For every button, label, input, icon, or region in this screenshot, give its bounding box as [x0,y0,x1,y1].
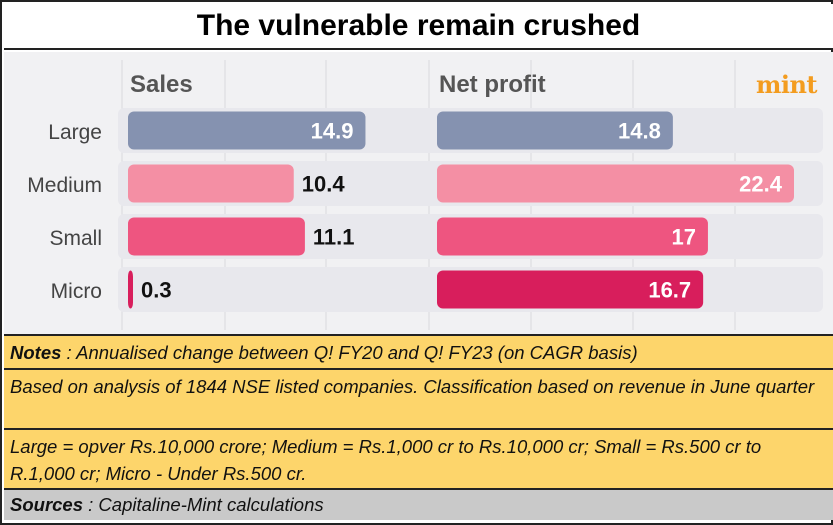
title-bar: The vulnerable remain crushed [4,4,833,50]
definitions-note: Large = opver Rs.10,000 crore; Medium = … [4,428,833,488]
bar [437,164,794,203]
mint-logo: mint [755,70,818,99]
category-label: Small [49,227,102,250]
bar [437,111,673,150]
bar [128,164,294,203]
analysis-note: Based on analysis of 1844 NSE listed com… [4,368,833,428]
data-label: 14.8 [618,119,661,144]
notes-row: Notes : Annualised change between Q! FY2… [4,334,833,368]
notes-label: Notes [10,342,62,363]
category-label: Large [48,121,102,144]
series-header: Net profit [439,71,546,98]
chart-area: Sales Net profit Large Medium Small Micro 14.9… [4,52,833,334]
notes-text: : Annualised change between Q! FY20 and … [61,342,638,363]
series-header: Sales [130,71,193,98]
bar [128,217,305,256]
data-label: 22.4 [739,172,783,197]
sources-label: Sources [10,494,84,515]
sources-row: Sources : Capitaline-Mint calculations [4,488,833,520]
bar [128,111,366,150]
bar [437,217,708,256]
chart-title: The vulnerable remain crushed [196,9,641,42]
data-label: 16.7 [648,278,691,303]
data-label: 14.9 [311,119,354,144]
sources-text: : Capitaline-Mint calculations [83,494,324,515]
category-label: Micro [51,280,102,303]
bar [437,270,704,309]
bar-chart: Sales Net profit Large Medium Small Micro 14.9… [27,60,823,330]
data-label: 11.1 [313,225,355,250]
data-label: 0.3 [141,278,172,303]
data-label: 17 [671,225,695,250]
data-label: 10.4 [302,172,346,197]
bar [128,270,133,309]
category-label: Medium [27,174,102,197]
notes-panel: Notes : Annualised change between Q! FY2… [4,334,833,520]
